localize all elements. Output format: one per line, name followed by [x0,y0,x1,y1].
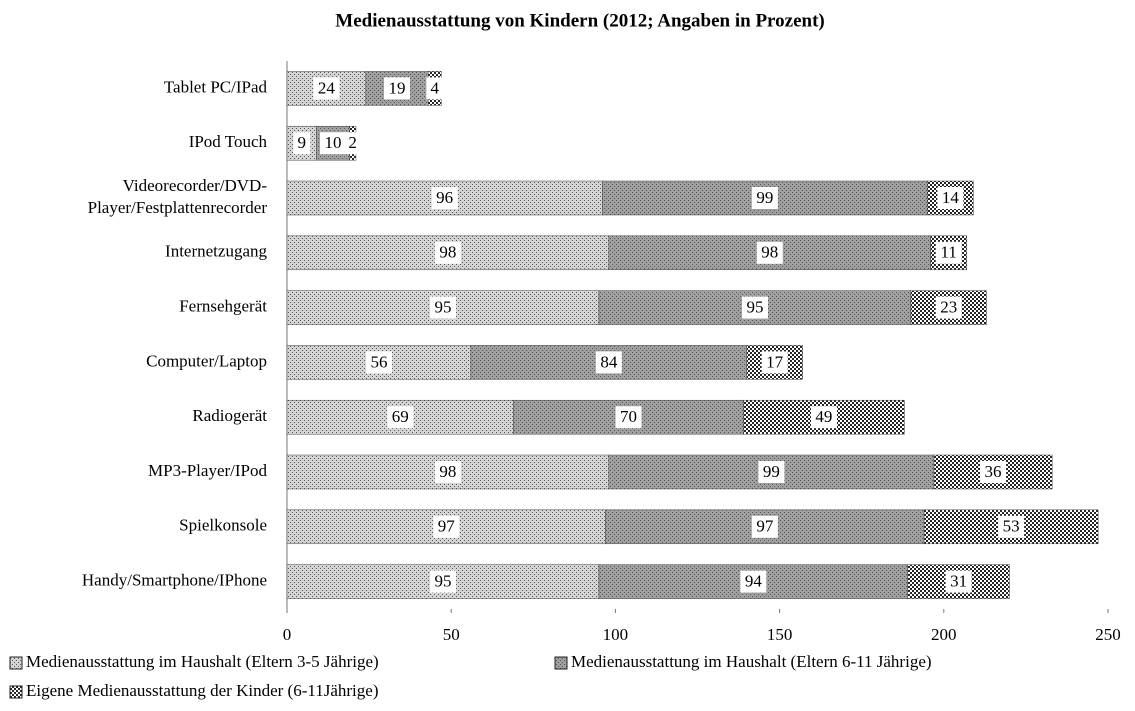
legend-label: Eigene Medienausstattung der Kinder (6-1… [26,681,378,700]
data-label: 56 [370,352,387,371]
label-box [935,296,962,319]
label-box [751,187,778,209]
x-tick-label: 200 [931,625,957,644]
data-label: 9 [298,133,307,152]
data-label: 14 [942,188,960,207]
data-label: 98 [439,243,456,262]
label-box [937,187,964,209]
label-box [758,461,785,483]
label-box [433,515,460,538]
label-box [980,461,1007,483]
legend-swatch [9,656,23,670]
label-box [344,132,362,155]
data-label: 36 [985,462,1002,481]
label-box [313,77,340,100]
y-tick-label: Handy/Smartphone/IPhone [82,571,267,590]
label-box [431,187,458,209]
data-label: 70 [620,407,637,426]
chart-title: Medienausstattung von Kindern (2012; Ang… [335,10,824,31]
x-tick-label: 250 [1095,625,1121,644]
data-label: 11 [941,243,957,262]
legend-swatch [9,685,23,699]
y-tick-label: Computer/Laptop [146,351,267,370]
y-tick-label: IPod Touch [189,132,268,151]
data-label: 99 [763,462,780,481]
label-box [365,351,392,374]
data-label: 4 [431,78,440,97]
y-tick-label: Internetzugang [165,242,267,261]
data-label: 69 [392,407,409,426]
legend-label: Medienausstattung im Haushalt (Eltern 3-… [26,652,379,671]
data-label: 19 [389,78,406,97]
data-label: 24 [318,78,336,97]
data-label: 97 [438,517,456,536]
x-tick-label: 50 [443,625,460,644]
data-label: 53 [1003,517,1020,536]
legend-swatch [554,656,568,670]
label-box [751,515,778,538]
label-box [741,296,768,319]
label-box [615,406,642,429]
y-tick-label: Videorecorder/DVD-Player/Festplattenreco… [88,176,268,217]
data-label: 31 [950,572,967,591]
label-box [319,132,346,155]
data-label: 2 [348,133,357,152]
data-label: 98 [439,462,456,481]
label-box [761,351,788,374]
data-label: 97 [756,517,774,536]
y-tick-label: Tablet PC/IPad [164,77,268,96]
data-label: 94 [745,572,763,591]
data-label: 99 [756,188,773,207]
data-label: 23 [940,298,957,317]
x-tick-label: 100 [603,625,629,644]
data-label: 95 [434,298,451,317]
data-label: 95 [746,298,763,317]
data-label: 95 [434,572,451,591]
label-box [434,241,461,264]
label-box [935,241,962,264]
label-box [434,461,461,483]
y-tick-label: Fernsehgerät [179,297,267,316]
y-tick-label: Spielkonsole [179,516,267,535]
y-tick-label: MP3-Player/IPod [148,461,268,480]
label-box [810,406,837,429]
x-tick-label: 0 [283,625,292,644]
label-box [426,77,444,100]
label-box [384,77,411,100]
label-box [945,570,972,593]
label-box [387,406,414,429]
label-box [756,241,783,264]
label-box [595,351,622,374]
data-label: 98 [761,243,778,262]
label-box [740,570,767,593]
data-label: 10 [324,133,341,152]
label-box [998,515,1025,538]
label-box [293,132,311,155]
data-label: 49 [815,407,832,426]
label-box [429,296,456,319]
y-tick-label: Radiogerät [192,406,267,425]
data-label: 84 [600,352,618,371]
x-tick-label: 150 [767,625,793,644]
label-box [429,570,456,593]
legend-label: Medienausstattung im Haushalt (Eltern 6-… [571,652,932,671]
data-label: 17 [766,352,784,371]
data-label: 96 [436,188,453,207]
